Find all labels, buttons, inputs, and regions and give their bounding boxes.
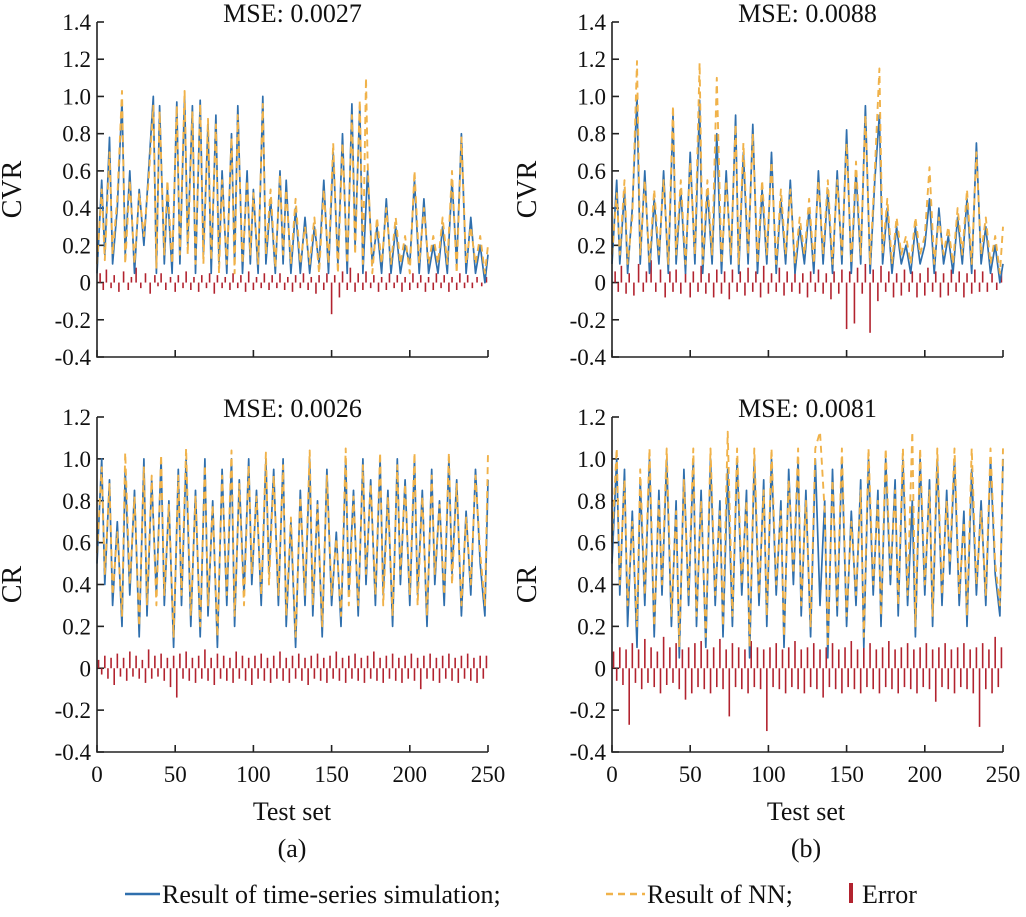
y-tick-label: -0.2 [570, 698, 606, 723]
nn-result-line [96, 76, 489, 275]
y-tick-label: 0.2 [577, 233, 606, 258]
x-axis-label-a: Test set [253, 797, 332, 826]
panel-a-top: MSE: 0.0027 CVR 1.4 1.2 1.0 0.8 0.6 0.4 0.2 0 -0.2… [0, 0, 489, 370]
y-tick-label: 0.8 [62, 489, 91, 514]
error-series [612, 636, 1003, 732]
y-tick-label: 0.4 [577, 573, 606, 598]
axis-frame [96, 22, 488, 358]
y-tick-label: 0.8 [577, 122, 606, 147]
y-axis-label: CR [512, 566, 543, 604]
x-tick-label: 0 [91, 762, 103, 787]
y-tick-label: -0.2 [55, 308, 91, 333]
y-tick-label: 1.2 [62, 47, 91, 72]
x-tick-label: 200 [393, 762, 428, 787]
x-tick-label: 150 [314, 762, 349, 787]
nn-result-line [96, 447, 489, 638]
y-tick-label: 0.6 [577, 531, 606, 556]
y-axis-label: CR [0, 566, 28, 604]
y-tick-label: 0 [80, 656, 92, 681]
x-tick-label: 100 [236, 762, 271, 787]
panel-label-b: (b) [791, 834, 821, 863]
y-tick-label: 0.6 [62, 159, 91, 184]
y-tick-label: 1.2 [577, 47, 606, 72]
panel-title: MSE: 0.0026 [223, 394, 362, 423]
y-tick-label: 0 [595, 271, 607, 296]
y-tick-label: 1.2 [62, 405, 91, 430]
x-tick-label: 0 [606, 762, 618, 787]
y-tick-label: 1.0 [577, 84, 606, 109]
y-axis-label: CVR [512, 160, 543, 218]
y-tick-label: 0.8 [62, 122, 91, 147]
x-tick-label: 200 [908, 762, 943, 787]
legend-error-label: Error [862, 880, 917, 909]
y-tick-label: 1.0 [577, 447, 606, 472]
y-tick-label: 0.2 [62, 614, 91, 639]
y-tick-label: 0.4 [62, 196, 91, 221]
y-tick-label: -0.4 [55, 740, 92, 765]
x-axis-label-b: Test set [767, 797, 846, 826]
y-tick-label: -0.4 [570, 740, 607, 765]
y-tick-label: 0.6 [577, 159, 606, 184]
y-tick-label: 0 [595, 656, 607, 681]
y-tick-label: -0.4 [570, 345, 607, 370]
panel-title: MSE: 0.0081 [738, 394, 877, 423]
axis-frame [611, 417, 1003, 753]
panel-label-a: (a) [278, 834, 307, 863]
y-tick-label: 1.4 [577, 10, 606, 35]
legend: Result of time-series simulation; Result… [125, 880, 917, 909]
legend-sim-label: Result of time-series simulation; [162, 880, 501, 909]
x-tick-label: 50 [679, 762, 702, 787]
y-tick-label: -0.2 [570, 308, 606, 333]
x-tick-label: 250 [471, 762, 506, 787]
x-tick-label: 250 [986, 762, 1021, 787]
y-tick-label: 0.2 [62, 233, 91, 258]
legend-error-swatch [849, 883, 853, 903]
x-tick-label: 100 [751, 762, 786, 787]
error-series [614, 260, 1003, 333]
panel-a-bottom: MSE: 0.0026 CR 1.2 1.0 0.8 0.6 0.4 0.2 0 -0.2 -0.4… [0, 394, 505, 787]
axis-frame [611, 22, 1003, 358]
y-tick-label: -0.2 [55, 698, 91, 723]
panel-b-bottom: MSE: 0.0081 CR 1.2 1.0 0.8 0.6 0.4 0.2 0 -0.2 -0.4… [512, 394, 1020, 787]
y-tick-label: -0.4 [55, 345, 92, 370]
y-axis-label: CVR [0, 160, 28, 218]
y-tick-label: 0.4 [62, 573, 91, 598]
y-tick-label: 1.0 [62, 84, 91, 109]
nn-result-line [611, 430, 1004, 649]
y-tick-label: 1.4 [62, 10, 91, 35]
panel-title: MSE: 0.0088 [738, 0, 877, 28]
x-tick-label: 50 [164, 762, 187, 787]
panel-b-top: MSE: 0.0088 CVR 1.4 1.2 1.0 0.8 0.6 0.4 0.2 0 -0.2… [512, 0, 1004, 370]
y-tick-label: 0.6 [62, 531, 91, 556]
legend-nn-label: Result of NN; [647, 880, 793, 909]
x-tick-label: 150 [829, 762, 864, 787]
y-tick-label: 0.4 [577, 196, 606, 221]
chart-panels: MSE: 0.0027 CVR 1.4 1.2 1.0 0.8 0.6 0.4 0.2 0 -0.2… [0, 0, 1020, 787]
y-tick-label: 0.8 [577, 489, 606, 514]
error-series [99, 267, 488, 315]
simulation-result-line [611, 458, 1004, 659]
error-series [97, 649, 488, 698]
y-tick-label: 1.2 [577, 405, 606, 430]
y-tick-label: 0.2 [577, 614, 606, 639]
y-tick-label: 1.0 [62, 447, 91, 472]
y-tick-label: 0 [80, 271, 92, 296]
panel-title: MSE: 0.0027 [223, 0, 362, 28]
axis-frame [96, 417, 488, 753]
